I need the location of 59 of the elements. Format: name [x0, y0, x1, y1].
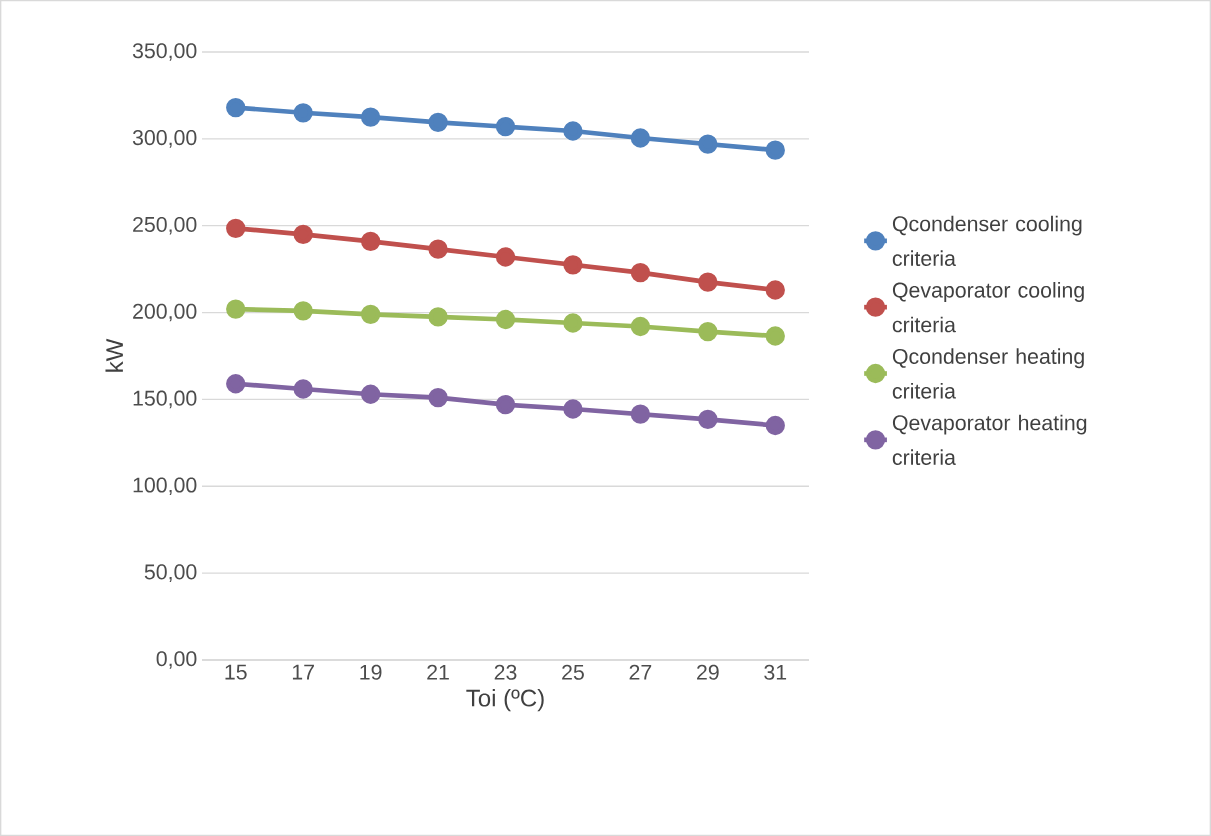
point: [698, 272, 718, 292]
point: [226, 374, 246, 394]
point: [698, 134, 718, 154]
point: [293, 379, 313, 399]
x-axis-title: Toi (ºC): [466, 688, 544, 712]
point: [293, 301, 313, 321]
point: [630, 316, 651, 337]
point: [360, 107, 381, 127]
point: [495, 117, 516, 137]
point: [293, 103, 313, 123]
point: [563, 255, 583, 275]
point: [563, 399, 583, 419]
point: [226, 299, 246, 319]
x-tick-label: 25: [562, 664, 584, 680]
legend-label: Qevaporator cooling criteria: [892, 282, 1084, 333]
legend-label: Qevaporator heating criteria: [892, 414, 1087, 466]
y-tick-label: 200,00: [133, 303, 197, 322]
point: [698, 409, 718, 430]
legend-label: Qcondenser heating criteria: [892, 348, 1084, 399]
point: [765, 326, 785, 346]
y-tick-label: 150,00: [133, 390, 197, 409]
point: [495, 394, 516, 415]
point: [765, 140, 785, 160]
y-tick-label: 350,00: [132, 43, 197, 61]
point: [765, 415, 785, 436]
x-tick-label: 27: [629, 664, 652, 680]
point: [495, 309, 516, 330]
point: [630, 404, 651, 424]
point: [765, 280, 785, 300]
point: [226, 97, 246, 118]
y-tick-label: 300,00: [132, 130, 197, 148]
y-tick-label: 100,00: [133, 477, 197, 496]
point: [360, 384, 381, 404]
point: [226, 218, 246, 238]
x-tick-label: 23: [494, 664, 517, 680]
point: [293, 224, 313, 245]
point: [495, 247, 516, 267]
point: [698, 322, 718, 342]
point: [360, 231, 381, 252]
point: [563, 121, 583, 141]
y-tick-label: 0,00: [156, 651, 197, 669]
x-tick-label: 19: [360, 664, 382, 680]
point: [428, 239, 448, 259]
x-tick-label: 21: [427, 664, 449, 680]
x-tick-label: 31: [764, 664, 787, 680]
x-tick-label: 15: [225, 664, 247, 680]
y-axis-title: kW: [105, 338, 123, 372]
y-tick-label: 250,00: [133, 216, 197, 235]
point: [428, 307, 448, 327]
point: [428, 388, 448, 408]
point: [630, 262, 651, 283]
point: [360, 304, 381, 324]
point: [630, 128, 651, 148]
legend-label: Qcondenser cooling criteria: [892, 215, 1082, 267]
y-tick-label: 50,00: [144, 564, 197, 582]
x-tick-label: 29: [697, 664, 719, 680]
point: [428, 112, 448, 133]
point: [563, 313, 583, 333]
x-tick-label: 17: [292, 664, 314, 680]
